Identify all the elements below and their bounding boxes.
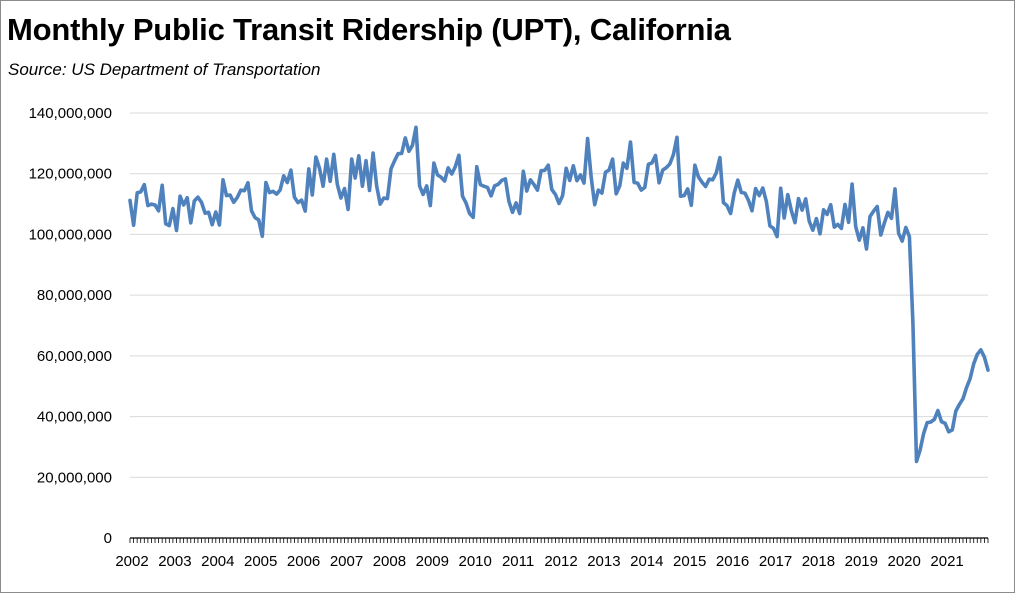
x-tick-label: 2002 [115, 553, 148, 570]
gridlines [130, 112, 988, 478]
y-tick-label: 40,000,000 [37, 409, 112, 426]
x-tick-label: 2004 [201, 553, 234, 570]
x-tick-label: 2010 [459, 553, 492, 570]
x-tick-label: 2011 [502, 553, 534, 570]
x-tick-label: 2007 [330, 553, 363, 570]
x-tick-label: 2018 [802, 553, 835, 570]
y-tick-label: 140,000,000 [29, 105, 112, 122]
x-axis-tick-labels: 2002 2003 2004 2005 2006 2007 2008 2009 2010 2011… [115, 553, 963, 570]
x-tick-label: 2003 [158, 553, 191, 570]
series-line [128, 125, 990, 464]
y-tick-label: 0 [104, 530, 112, 547]
x-tick-label: 2017 [759, 553, 792, 570]
series-group [128, 125, 990, 464]
x-tick-label: 2006 [287, 553, 320, 570]
x-tick-label: 2008 [373, 553, 406, 570]
x-tick-label: 2020 [888, 553, 921, 570]
x-axis [129, 537, 989, 543]
y-tick-label: 20,000,000 [37, 469, 112, 486]
x-tick-label: 2012 [544, 553, 577, 570]
x-tick-label: 2019 [845, 553, 878, 570]
x-tick-label: 2009 [416, 553, 449, 570]
x-tick-label: 2005 [244, 553, 277, 570]
y-tick-label: 80,000,000 [37, 287, 112, 304]
y-tick-label: 100,000,000 [29, 226, 112, 243]
x-tick-label: 2021 [930, 553, 963, 570]
y-tick-label: 60,000,000 [37, 348, 112, 365]
y-axis-tick-labels: 0 20,000,000 40,000,000 60,000,000 80,000,00… [29, 105, 112, 547]
x-tick-label: 2014 [630, 553, 663, 570]
x-tick-label: 2013 [587, 553, 620, 570]
y-tick-label: 120,000,000 [29, 166, 112, 183]
x-tick-label: 2016 [716, 553, 749, 570]
x-tick-label: 2015 [673, 553, 706, 570]
chart-subtitle: Source: US Department of Transportation [8, 60, 321, 79]
chart-title: Monthly Public Transit Ridership (UPT), … [7, 12, 731, 47]
